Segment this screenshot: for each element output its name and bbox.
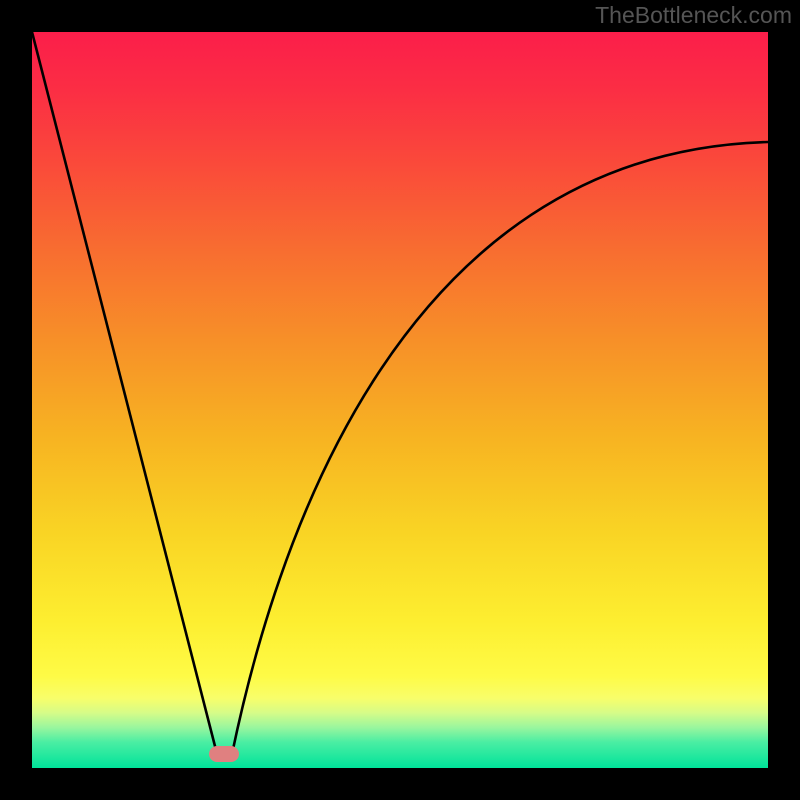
watermark-text: TheBottleneck.com <box>595 2 792 29</box>
minimum-marker <box>209 746 239 762</box>
plot-area <box>32 32 768 768</box>
curve-right-branch <box>232 142 768 754</box>
curve-svg <box>32 32 768 768</box>
curve-left-branch <box>32 32 217 754</box>
chart-container: TheBottleneck.com <box>0 0 800 800</box>
